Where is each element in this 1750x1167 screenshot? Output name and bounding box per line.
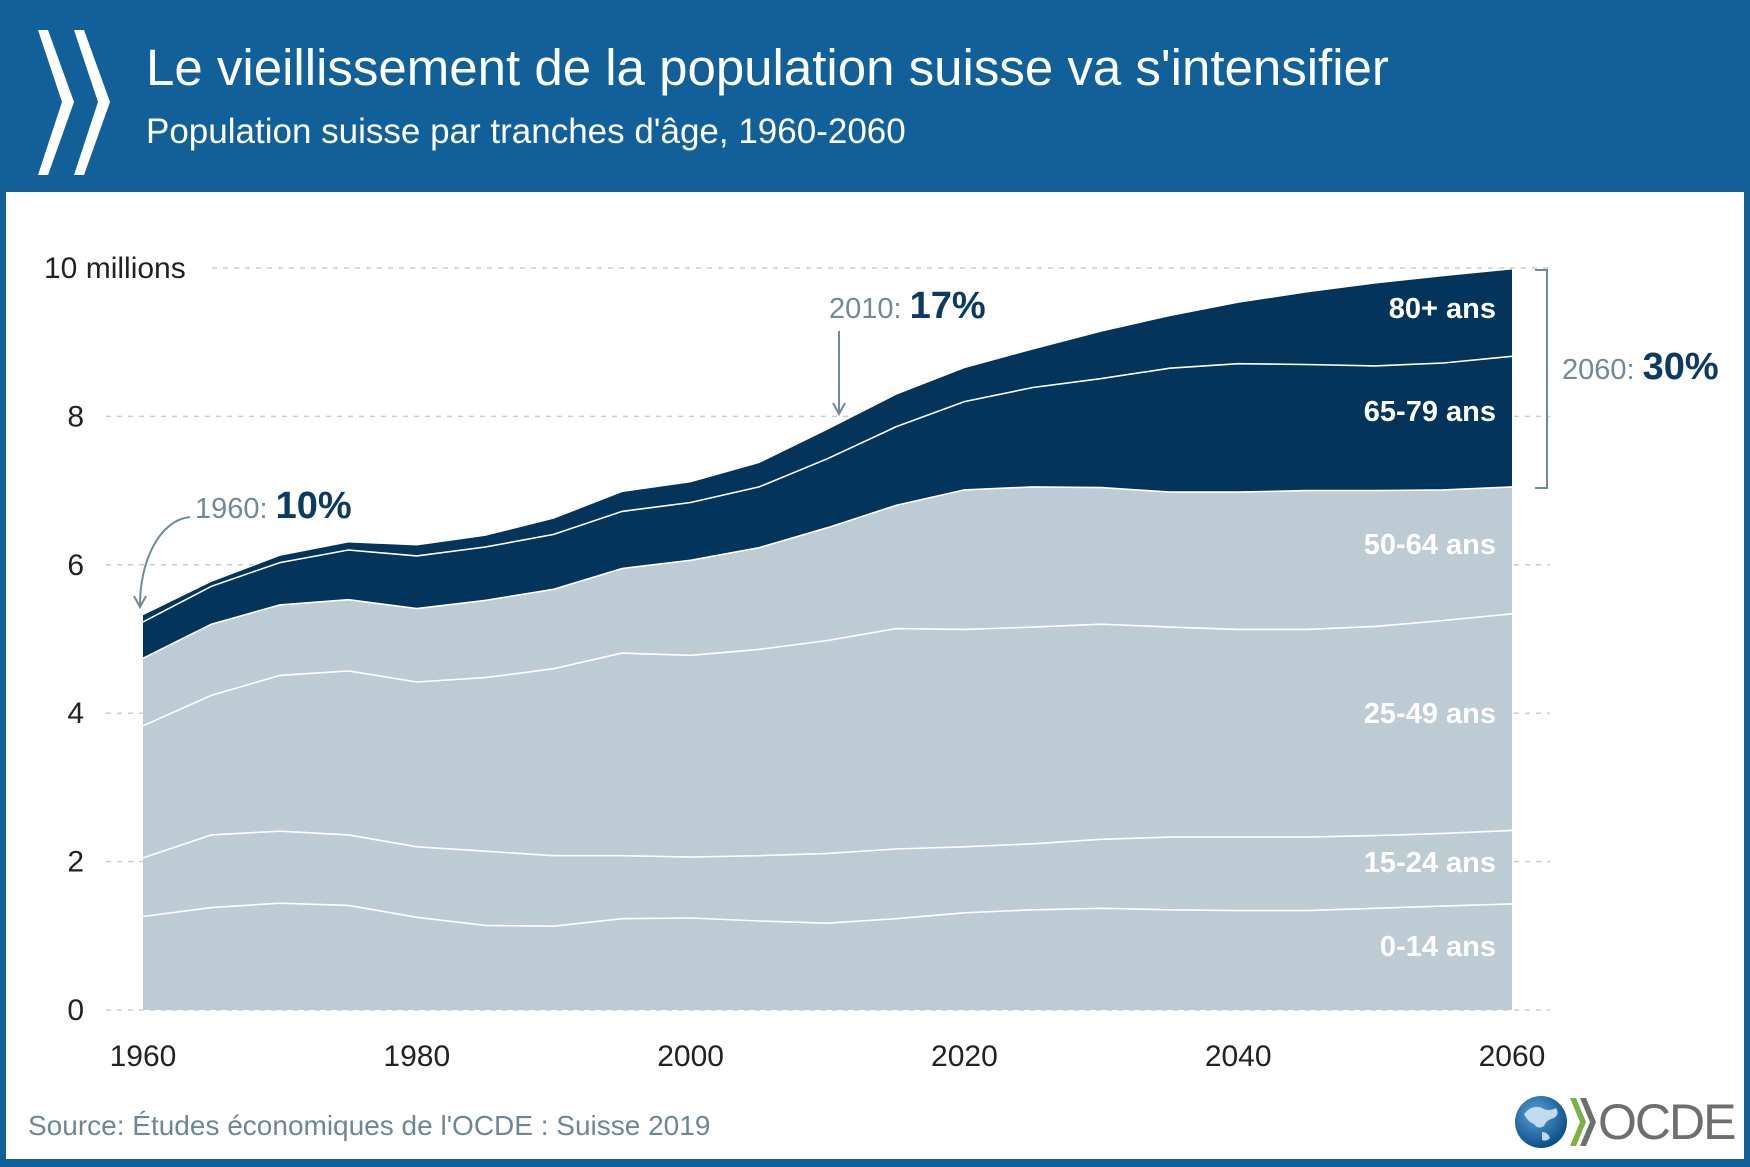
- x-tick-label: 2040: [1205, 1040, 1272, 1073]
- chart-title: Le vieillissement de la population suiss…: [146, 39, 1389, 96]
- annotation-2010: 2010: 17%: [829, 285, 986, 327]
- boundary-line: [142, 355, 1513, 623]
- annotation-year: 2010:: [829, 293, 910, 325]
- series-label: 80+ ans: [1389, 293, 1496, 325]
- area-80-ans: [143, 269, 1512, 622]
- annotation-year: 1960:: [195, 493, 276, 525]
- series-label: 15-24 ans: [1364, 847, 1496, 879]
- y-tick-label: 10 millions: [44, 252, 186, 285]
- bracket-2060: [1535, 269, 1548, 489]
- y-tick-label: 4: [67, 697, 84, 730]
- y-tick-label: 0: [67, 994, 84, 1027]
- series-label: 65-79 ans: [1364, 396, 1496, 428]
- annotation-year: 2060:: [1562, 354, 1643, 386]
- boundary-lines: [142, 355, 1513, 928]
- annotation-2060: 2060: 30%: [1562, 346, 1719, 388]
- area-15-24-ans: [143, 830, 1512, 927]
- arrowhead-icon: [832, 402, 846, 417]
- x-tick-label: 2000: [657, 1040, 724, 1073]
- x-axis-labels: 1960 1980 2000 2020 2040 2060: [110, 1040, 1546, 1073]
- source-note: Source: Études économiques de l'OCDE : S…: [28, 1110, 711, 1141]
- boundary-line: [142, 829, 1513, 859]
- chart-subtitle: Population suisse par tranches d'âge, 19…: [146, 112, 906, 151]
- area-50-64-ans: [143, 486, 1512, 726]
- y-axis-labels: 0 2 4 6 8 10 millions: [44, 252, 186, 1027]
- x-tick-label: 2020: [931, 1040, 998, 1073]
- annotation-value: 10%: [276, 485, 352, 527]
- series-label: 25-49 ans: [1364, 698, 1496, 730]
- annotation-1960: 1960: 10%: [195, 485, 352, 527]
- series-label: 50-64 ans: [1364, 529, 1496, 561]
- area-65-79-ans: [143, 356, 1512, 659]
- x-tick-label: 1980: [383, 1040, 450, 1073]
- x-tick-label: 2060: [1479, 1040, 1546, 1073]
- area-0-14-ans: [143, 903, 1512, 1010]
- x-tick-label: 1960: [110, 1040, 177, 1073]
- stacked-areas: [143, 269, 1512, 1010]
- boundary-line: [142, 486, 1513, 660]
- header: Le vieillissement de la population suiss…: [0, 0, 1750, 190]
- annotation-value: 30%: [1643, 346, 1719, 388]
- y-tick-label: 2: [67, 846, 84, 879]
- annotation-value: 17%: [910, 285, 986, 327]
- boundary-line: [142, 902, 1513, 928]
- series-label: 0-14 ans: [1380, 931, 1496, 963]
- series-labels: 0-14 ans 15-24 ans 25-49 ans 50-64 ans 65-79…: [1364, 293, 1496, 963]
- annotations: 1960: 10% 2010: 17% 2060: 30%: [133, 269, 1719, 610]
- y-tick-label: 8: [67, 400, 84, 433]
- oecd-globe-logo-icon: [1515, 1096, 1596, 1148]
- oecd-chevrons-icon: [38, 30, 110, 175]
- arrowhead-icon: [133, 595, 147, 610]
- annotation-arrow: [139, 516, 191, 606]
- y-tick-label: 6: [67, 549, 84, 582]
- oecd-wordmark: OCDE: [1598, 1094, 1736, 1150]
- boundary-line: [142, 613, 1513, 727]
- area-25-49-ans: [143, 613, 1512, 858]
